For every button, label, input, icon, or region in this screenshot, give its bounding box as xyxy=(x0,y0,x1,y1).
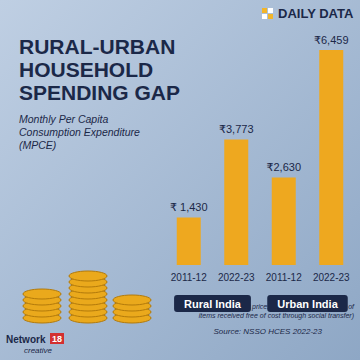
svg-text:Urban India: Urban India xyxy=(277,298,338,310)
svg-text:18: 18 xyxy=(52,334,62,344)
svg-text:₹2,630: ₹2,630 xyxy=(266,161,301,173)
svg-text:DAILY DATA: DAILY DATA xyxy=(278,6,354,21)
svg-text:SPENDING GAP: SPENDING GAP xyxy=(19,81,180,104)
svg-text:creative: creative xyxy=(24,346,53,355)
svg-text:HOUSEHOLD: HOUSEHOLD xyxy=(19,58,153,81)
svg-text:Consumption Expenditure: Consumption Expenditure xyxy=(19,126,140,138)
svg-text:₹3,773: ₹3,773 xyxy=(219,123,254,135)
svg-text:2022-23: 2022-23 xyxy=(313,272,350,283)
svg-text:items received free of cost th: items received free of cost through soci… xyxy=(199,312,354,320)
svg-text:2011-12: 2011-12 xyxy=(171,272,207,283)
svg-text:Monthly Per Capita: Monthly Per Capita xyxy=(19,113,108,125)
svg-text:2011-12: 2011-12 xyxy=(266,272,302,283)
svg-text:Network: Network xyxy=(6,334,46,345)
svg-text:Source: NSSO HCES 2022-23: Source: NSSO HCES 2022-23 xyxy=(214,327,323,336)
svg-text:Rural India: Rural India xyxy=(184,298,242,310)
svg-text:(MPCE): (MPCE) xyxy=(19,139,56,151)
svg-text:₹6,459: ₹6,459 xyxy=(314,34,349,46)
svg-text:₹ 1,430: ₹ 1,430 xyxy=(170,201,208,213)
svg-text:2022-23: 2022-23 xyxy=(218,272,255,283)
svg-text:RURAL-URBAN: RURAL-URBAN xyxy=(19,35,175,58)
